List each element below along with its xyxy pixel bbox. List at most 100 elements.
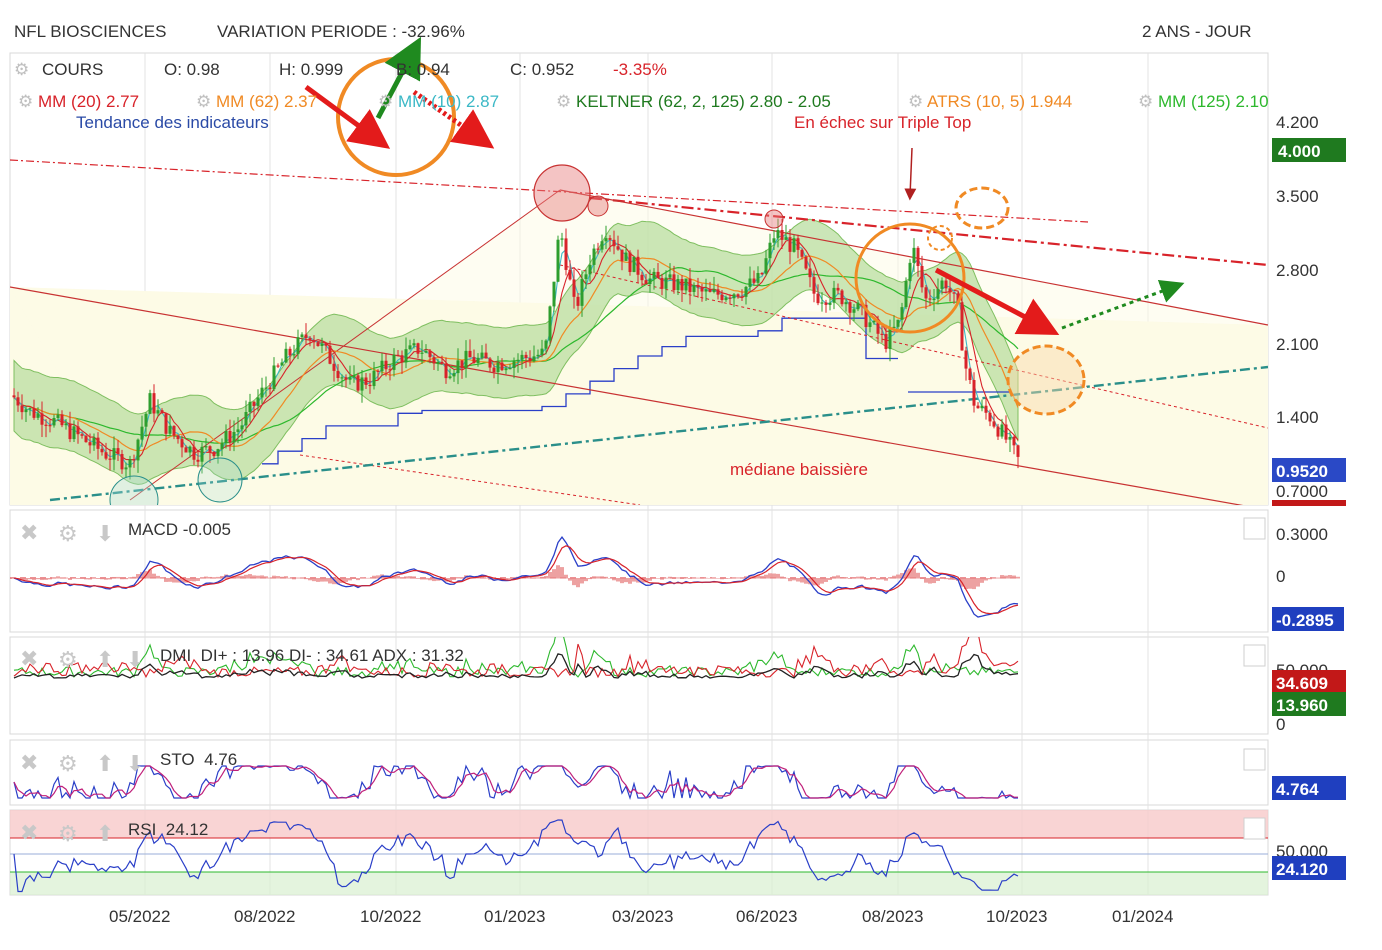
candle-body: [532, 356, 536, 362]
macd-bar: [628, 578, 632, 584]
arrow-down-icon[interactable]: ⬇: [126, 752, 144, 777]
indicator-2[interactable]: ⚙ MM (10) 2.87: [378, 92, 499, 112]
close-icon[interactable]: ✖: [20, 647, 38, 672]
candle-body: [428, 350, 432, 358]
candle-body: [180, 439, 184, 448]
candle-body: [24, 409, 28, 413]
macd-bar: [228, 576, 232, 579]
rsi-value: 24.12: [165, 820, 209, 839]
gear-icon[interactable]: ⚙: [14, 60, 30, 80]
candle-body: [260, 387, 264, 398]
macd-bar: [796, 578, 800, 582]
low-circle-1: [109, 475, 159, 505]
rsi-badge-value: 24.120: [1276, 860, 1328, 879]
candle-body: [960, 302, 964, 351]
macd-bar: [140, 572, 144, 579]
gear-icon[interactable]: ⚙: [18, 92, 34, 112]
period-selector[interactable]: 2 ANS - JOUR: [1142, 22, 1252, 41]
candle-body: [344, 377, 348, 380]
candle-body: [884, 334, 888, 350]
candle-body: [448, 376, 452, 379]
price-tick: 3.500: [1276, 187, 1319, 206]
gear-icon[interactable]: ⚙: [196, 92, 212, 112]
gear-icon[interactable]: ⚙: [378, 92, 394, 112]
x-tick: 06/2023: [736, 907, 797, 926]
indicator-1[interactable]: ⚙ MM (62) 2.37: [196, 92, 317, 112]
arrow-down-icon[interactable]: ⬇: [126, 648, 144, 673]
candle-body: [796, 238, 800, 250]
candle-body: [828, 302, 832, 305]
close-icon[interactable]: ✖: [20, 821, 38, 846]
macd-bar: [948, 578, 952, 580]
macd-bar: [460, 577, 464, 579]
orange-circle-top: [854, 222, 966, 334]
macd-bar: [476, 577, 480, 579]
gear-icon[interactable]: ⚙: [58, 522, 78, 547]
candle-body: [188, 446, 192, 453]
macd-bar: [188, 578, 192, 581]
candle-body: [92, 437, 96, 446]
macd-bar: [548, 571, 552, 579]
macd-bar: [828, 578, 832, 580]
candle-body: [864, 304, 868, 327]
panel-checkbox[interactable]: [1243, 644, 1266, 667]
macd-bar: [120, 578, 124, 580]
close-icon[interactable]: ✖: [20, 751, 38, 776]
macd-bar: [964, 578, 968, 590]
candle-body: [616, 246, 620, 250]
panel-checkbox[interactable]: [1243, 517, 1266, 540]
ohlc-high: H: 0.999: [279, 60, 344, 79]
panel-checkbox[interactable]: [1243, 748, 1266, 771]
candle-body: [948, 288, 952, 293]
macd-bar: [104, 578, 108, 580]
panel-checkbox[interactable]: [1243, 817, 1266, 840]
candle-body: [476, 357, 480, 364]
arrow-up-icon[interactable]: ⬆: [96, 752, 114, 777]
candle-body: [752, 278, 756, 283]
macd-bar: [844, 577, 848, 579]
macd-bar: [212, 577, 216, 579]
macd-bar: [780, 576, 784, 579]
macd-bar: [384, 575, 388, 579]
x-tick: 10/2023: [986, 907, 1047, 926]
macd-bar: [640, 578, 644, 583]
indicator-4[interactable]: ⚙ ATRS (10, 5) 1.944: [908, 92, 1072, 112]
macd-bar: [616, 578, 620, 582]
median-label: médiane baissière: [730, 460, 868, 479]
candle-body: [396, 354, 400, 357]
gear-icon[interactable]: ⚙: [58, 752, 78, 777]
candle-body: [492, 367, 496, 373]
candle-body: [936, 288, 940, 299]
macd-bar: [992, 577, 996, 579]
candle-body: [440, 361, 444, 364]
macd-bar: [192, 578, 196, 582]
macd-bar: [952, 578, 956, 580]
candle-body: [996, 426, 1000, 437]
gear-icon[interactable]: ⚙: [58, 822, 78, 847]
macd-bar: [100, 578, 104, 580]
adx-line: [13, 653, 1019, 679]
indicator-5[interactable]: ⚙ MM (125) 2.10: [1138, 92, 1269, 112]
macd-bar: [364, 577, 368, 579]
gear-icon[interactable]: ⚙: [556, 92, 572, 112]
indicator-0[interactable]: ⚙ MM (20) 2.77: [18, 92, 139, 112]
macd-bar: [712, 577, 716, 579]
gear-icon[interactable]: ⚙: [1138, 92, 1154, 112]
macd-bar: [676, 577, 680, 579]
close-icon[interactable]: ✖: [20, 521, 38, 546]
top-circle-1: [533, 164, 591, 222]
indicator-3[interactable]: ⚙ KELTNER (62, 2, 125) 2.80 - 2.05: [556, 92, 831, 112]
arrow-up-icon[interactable]: ⬆: [96, 822, 114, 847]
x-tick: 08/2022: [234, 907, 295, 926]
macd-bar: [684, 577, 688, 579]
macd-bar: [924, 578, 928, 583]
arrow-up-icon[interactable]: ⬆: [96, 648, 114, 673]
candle-body: [868, 322, 872, 327]
dmi-badge-red: [1272, 670, 1346, 694]
candle-body: [140, 426, 144, 440]
arrow-down-icon[interactable]: ⬇: [96, 522, 114, 547]
macd-bar: [884, 578, 888, 581]
price-tick: 2.100: [1276, 335, 1319, 354]
gear-icon[interactable]: ⚙: [58, 648, 78, 673]
gear-icon[interactable]: ⚙: [908, 92, 924, 112]
